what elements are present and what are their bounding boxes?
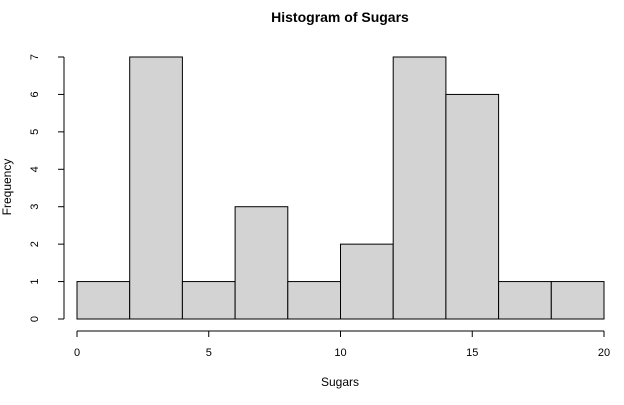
histogram-bar-0-2 <box>76 281 131 320</box>
y-axis: 0 1 2 3 4 5 6 7 <box>29 54 65 322</box>
histogram-bar-14-16 <box>445 93 500 320</box>
y-tick-label: 1 <box>29 279 41 285</box>
y-tick-label: 6 <box>29 91 41 97</box>
x-tick-label: 0 <box>74 347 80 359</box>
histogram-bar-2-4 <box>129 56 183 320</box>
histogram-bar-4-6 <box>181 281 236 320</box>
y-axis-title: Frequency <box>0 159 14 216</box>
histogram-bar-10-12 <box>340 243 394 320</box>
y-tick-label: 3 <box>29 204 41 210</box>
histogram-bar-16-18 <box>498 281 552 320</box>
y-tick-label: 7 <box>29 54 41 60</box>
y-tick-label: 2 <box>29 241 41 247</box>
x-axis: 0 5 10 15 20 <box>74 330 610 359</box>
histogram-bar-12-14 <box>392 56 447 320</box>
y-tick-label: 5 <box>29 129 41 135</box>
histogram-bar-8-10 <box>287 281 341 320</box>
x-tick-label: 5 <box>206 347 212 359</box>
y-tick-label: 4 <box>29 166 41 172</box>
chart-title: Histogram of Sugars <box>271 9 409 25</box>
x-tick-label: 20 <box>598 347 610 359</box>
histogram-bar-6-8 <box>234 206 289 320</box>
bars-group <box>76 56 605 320</box>
histogram-bar-18-20 <box>550 281 605 320</box>
x-tick-label: 10 <box>334 347 346 359</box>
x-axis-title: Sugars <box>321 375 359 389</box>
y-tick-label: 0 <box>29 316 41 322</box>
x-tick-label: 15 <box>466 347 478 359</box>
